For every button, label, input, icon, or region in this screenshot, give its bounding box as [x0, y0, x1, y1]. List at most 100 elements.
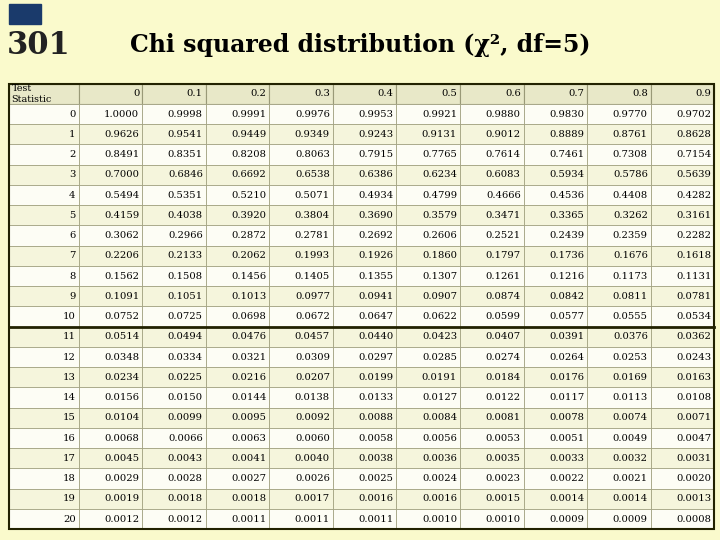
Bar [397, 306, 460, 327]
Bar [397, 124, 460, 145]
Text: 0.0391: 0.0391 [549, 332, 584, 341]
Bar [142, 408, 206, 428]
Bar [333, 205, 397, 226]
Bar [460, 509, 523, 529]
Bar [78, 185, 142, 205]
Bar [78, 246, 142, 266]
Bar [587, 226, 651, 246]
Text: 0.0049: 0.0049 [613, 434, 648, 443]
Bar [9, 145, 78, 165]
Text: 0.0138: 0.0138 [294, 393, 330, 402]
Text: 0.0095: 0.0095 [231, 413, 266, 422]
Text: 0.5786: 0.5786 [613, 170, 648, 179]
Bar [9, 165, 78, 185]
Text: 0.0348: 0.0348 [104, 353, 139, 362]
Text: 0.4799: 0.4799 [422, 191, 457, 200]
Text: 0.0150: 0.0150 [168, 393, 203, 402]
Bar [587, 428, 651, 448]
Bar [651, 185, 714, 205]
Text: 0.1216: 0.1216 [549, 272, 584, 281]
Bar [9, 84, 78, 104]
Bar [269, 84, 333, 104]
Text: 0.6: 0.6 [505, 89, 521, 98]
Bar [78, 124, 142, 145]
Text: 0.0534: 0.0534 [676, 312, 711, 321]
Bar [269, 327, 333, 347]
Bar [9, 428, 78, 448]
Bar [206, 104, 269, 124]
Text: 0.9991: 0.9991 [231, 110, 266, 119]
Bar [333, 246, 397, 266]
Text: 0.0092: 0.0092 [295, 413, 330, 422]
Text: 0.9998: 0.9998 [168, 110, 203, 119]
Bar [78, 509, 142, 529]
Text: 0.0012: 0.0012 [104, 515, 139, 524]
Bar [269, 205, 333, 226]
Bar [269, 226, 333, 246]
Text: 0.9702: 0.9702 [676, 110, 711, 119]
Text: 0.0088: 0.0088 [359, 413, 394, 422]
Bar [587, 388, 651, 408]
Text: 0.0011: 0.0011 [294, 515, 330, 524]
Text: 0.0024: 0.0024 [422, 474, 457, 483]
Bar [9, 469, 78, 489]
Bar [269, 286, 333, 306]
Text: 0.2206: 0.2206 [104, 251, 139, 260]
Bar [651, 448, 714, 469]
Bar [333, 469, 397, 489]
Bar [397, 509, 460, 529]
Bar [460, 286, 523, 306]
Text: 0.0011: 0.0011 [359, 515, 394, 524]
Text: 0.0476: 0.0476 [231, 332, 266, 341]
Text: 0.0647: 0.0647 [359, 312, 394, 321]
Text: 0.0698: 0.0698 [232, 312, 266, 321]
Text: 0.1013: 0.1013 [231, 292, 266, 301]
Bar [523, 509, 587, 529]
Bar [333, 124, 397, 145]
Bar [206, 388, 269, 408]
Text: 0.2133: 0.2133 [168, 251, 203, 260]
Text: 0.1736: 0.1736 [549, 251, 584, 260]
Bar [587, 266, 651, 286]
Text: 0.0207: 0.0207 [295, 373, 330, 382]
Text: 0.0010: 0.0010 [485, 515, 521, 524]
Text: 0.0234: 0.0234 [104, 373, 139, 382]
Text: 0.6234: 0.6234 [422, 170, 457, 179]
Bar [587, 469, 651, 489]
Text: 0.0811: 0.0811 [613, 292, 648, 301]
Bar [333, 367, 397, 388]
Bar [142, 124, 206, 145]
Bar [142, 306, 206, 327]
Text: 0.9953: 0.9953 [359, 110, 394, 119]
Text: 0.4666: 0.4666 [486, 191, 521, 200]
Text: 0.0514: 0.0514 [104, 332, 139, 341]
Bar [523, 226, 587, 246]
Text: 0.0013: 0.0013 [676, 494, 711, 503]
Text: 0.7915: 0.7915 [359, 150, 394, 159]
Bar [587, 509, 651, 529]
Bar [206, 306, 269, 327]
Text: 0.6846: 0.6846 [168, 170, 203, 179]
Text: 0.5639: 0.5639 [677, 170, 711, 179]
Text: 0.1307: 0.1307 [422, 272, 457, 281]
Bar [523, 469, 587, 489]
Text: 0.9012: 0.9012 [485, 130, 521, 139]
Bar [206, 266, 269, 286]
Bar [142, 165, 206, 185]
Bar [142, 286, 206, 306]
Text: 0.0028: 0.0028 [168, 474, 203, 483]
Bar [206, 347, 269, 367]
Text: 0.0058: 0.0058 [359, 434, 394, 443]
Text: 20: 20 [63, 515, 76, 524]
Bar [269, 408, 333, 428]
Text: 0.0009: 0.0009 [613, 515, 648, 524]
Bar [142, 367, 206, 388]
Text: 0.0081: 0.0081 [485, 413, 521, 422]
Text: 0.0555: 0.0555 [613, 312, 648, 321]
Text: 0.0113: 0.0113 [613, 393, 648, 402]
Text: 0.0199: 0.0199 [359, 373, 394, 382]
Text: 0.1355: 0.1355 [359, 272, 394, 281]
Text: 0.3161: 0.3161 [676, 211, 711, 220]
Bar [333, 408, 397, 428]
Text: 0.1091: 0.1091 [104, 292, 139, 301]
